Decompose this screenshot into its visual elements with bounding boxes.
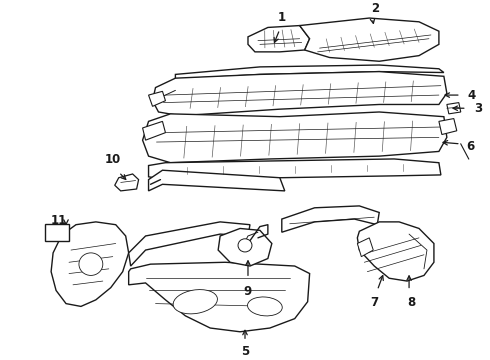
- Polygon shape: [357, 222, 434, 281]
- Polygon shape: [175, 65, 444, 79]
- Polygon shape: [129, 262, 310, 332]
- Text: 11: 11: [51, 215, 67, 228]
- Text: 1: 1: [278, 11, 286, 24]
- Polygon shape: [143, 121, 166, 140]
- Polygon shape: [248, 26, 310, 52]
- Text: 9: 9: [244, 285, 252, 298]
- Polygon shape: [447, 103, 461, 114]
- Text: 3: 3: [474, 102, 482, 115]
- Ellipse shape: [247, 297, 282, 316]
- Polygon shape: [152, 72, 447, 116]
- Text: 4: 4: [468, 89, 476, 102]
- Polygon shape: [148, 170, 285, 191]
- Text: 2: 2: [371, 2, 379, 15]
- Text: 10: 10: [105, 153, 121, 166]
- Text: 7: 7: [370, 296, 378, 309]
- Ellipse shape: [173, 289, 218, 314]
- Polygon shape: [115, 174, 139, 191]
- Polygon shape: [357, 238, 373, 257]
- Polygon shape: [51, 222, 129, 306]
- Circle shape: [238, 239, 252, 252]
- Polygon shape: [218, 229, 272, 266]
- Text: 8: 8: [407, 296, 415, 309]
- Polygon shape: [300, 18, 439, 61]
- Polygon shape: [282, 206, 379, 232]
- Text: 6: 6: [467, 140, 475, 153]
- Polygon shape: [439, 118, 457, 135]
- Polygon shape: [143, 112, 447, 163]
- Polygon shape: [148, 159, 441, 180]
- Circle shape: [79, 253, 103, 275]
- Polygon shape: [148, 91, 166, 106]
- Polygon shape: [129, 222, 250, 266]
- FancyBboxPatch shape: [45, 224, 69, 241]
- Text: 5: 5: [241, 345, 249, 358]
